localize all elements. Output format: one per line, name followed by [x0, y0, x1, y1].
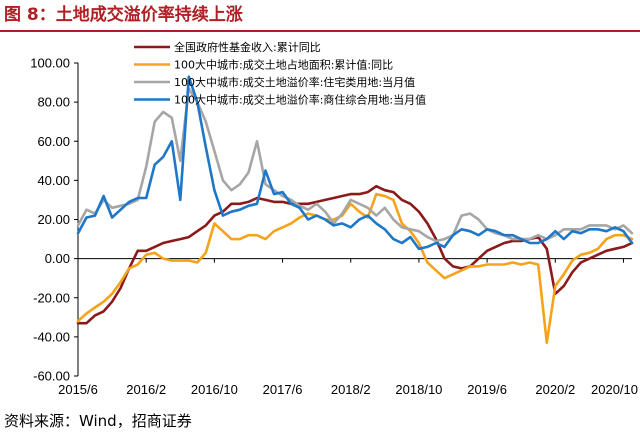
- y-axis: 100.00 80.00 60.00 40.00 20.00 0.00 -20.00 -40.…: [30, 56, 79, 384]
- y-tick-label: -20.00: [33, 290, 70, 305]
- y-tick-label: 20.00: [37, 212, 70, 227]
- series-line: [76, 87, 634, 243]
- source-note: 资料来源：Wind，招商证券: [4, 412, 192, 430]
- x-tick-label: 2016/10: [191, 382, 238, 397]
- chart-series: [76, 75, 634, 345]
- y-tick-label: 80.00: [37, 95, 70, 110]
- line-chart: 100.00 80.00 60.00 40.00 20.00 0.00 -20.00 -40.…: [30, 40, 638, 397]
- legend-label: 全国政府性基金收入:累计同比: [174, 40, 321, 54]
- y-tick-label: 40.00: [37, 173, 70, 188]
- figure-title: 图 8：土地成交溢价率持续上涨: [4, 5, 243, 25]
- x-tick-label: 2015/6: [58, 382, 98, 397]
- y-tick-label: -40.00: [33, 329, 70, 344]
- x-tick-label: 2020/10: [591, 382, 638, 397]
- x-tick-label: 2020/2: [535, 382, 575, 397]
- y-tick-label: 100.00: [30, 56, 70, 71]
- series-line: [76, 75, 634, 251]
- x-tick-label: 2016/2: [126, 382, 166, 397]
- legend-label: 100大中城市:成交土地溢价率:商住综合用地:当月值: [174, 93, 426, 107]
- x-axis: 2015/6 2016/2 2016/10 2017/6 2018/2 2018/10 20…: [58, 258, 638, 397]
- legend-label: 100大中城市:成交土地占地面积:累计值:同比: [174, 58, 393, 72]
- y-tick-label: -60.00: [33, 369, 70, 384]
- x-tick-label: 2017/6: [263, 382, 303, 397]
- series-line: [76, 184, 634, 325]
- title-divider: [0, 30, 640, 32]
- series-line: [76, 192, 634, 345]
- x-tick-label: 2018/2: [331, 382, 371, 397]
- x-tick-label: 2019/6: [467, 382, 507, 397]
- x-tick-label: 2018/10: [395, 382, 442, 397]
- y-tick-label: 0.00: [45, 251, 70, 266]
- chart-legend: 全国政府性基金收入:累计同比 100大中城市:成交土地占地面积:累计值:同比 100…: [134, 40, 426, 107]
- legend-label: 100大中城市:成交土地溢价率:住宅类用地:当月值: [174, 75, 415, 89]
- y-tick-label: 60.00: [37, 134, 70, 149]
